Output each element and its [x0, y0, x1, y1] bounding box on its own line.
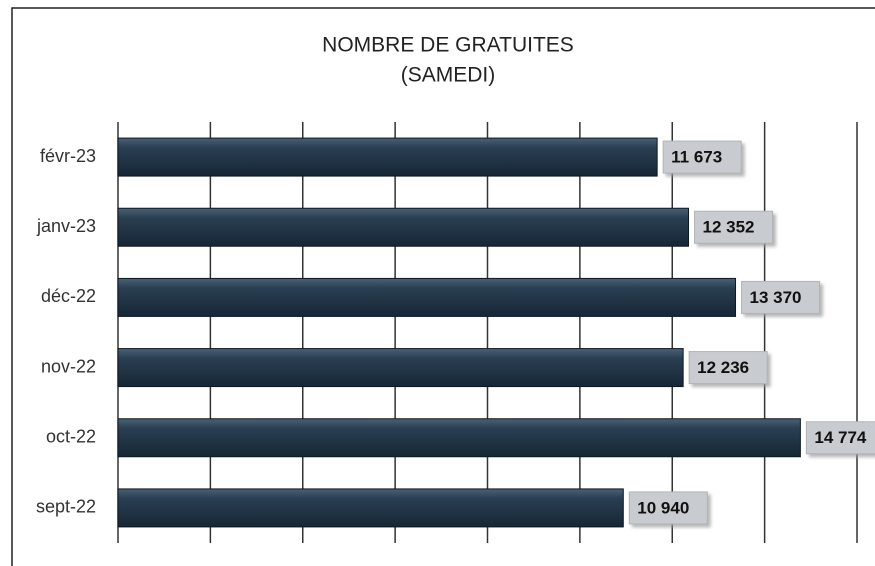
value-label: 13 370	[750, 288, 802, 307]
plot: févr-23 11 673 janv-23 12 352 déc-22 13 370 no…	[36, 122, 875, 543]
value-label-box	[805, 421, 875, 455]
value-label-box	[662, 140, 742, 174]
chart-title: NOMBRE DE GRATUITES	[322, 34, 574, 57]
bar	[117, 348, 684, 388]
value-label-box	[741, 280, 821, 314]
y-tick-label: oct-22	[46, 427, 96, 447]
value-label-box	[628, 491, 708, 525]
bar	[117, 277, 737, 317]
value-label-box	[688, 351, 768, 385]
value-label: 12 352	[703, 218, 755, 237]
y-tick-label: nov-22	[41, 356, 96, 376]
frame	[11, 7, 875, 566]
value-label: 14 774	[814, 428, 867, 447]
bar	[117, 137, 658, 177]
bar	[117, 207, 690, 247]
y-tick-label: janv-23	[36, 216, 96, 236]
y-tick-label: sept-22	[36, 497, 96, 517]
value-label-box	[694, 210, 774, 244]
y-tick-label: déc-22	[41, 286, 96, 306]
y-tick-label: févr-23	[40, 146, 96, 166]
bar	[117, 418, 801, 458]
chart-subtitle: (SAMEDI)	[401, 64, 496, 87]
value-label: 10 940	[637, 498, 689, 517]
value-label: 12 236	[697, 358, 749, 377]
value-label: 11 673	[671, 148, 722, 167]
bar	[117, 488, 624, 528]
